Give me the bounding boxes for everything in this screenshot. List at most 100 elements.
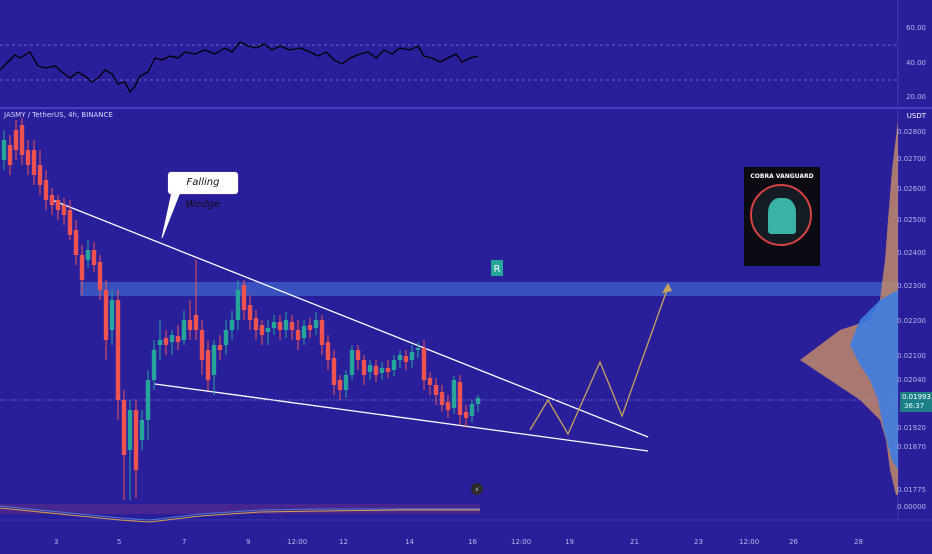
candle-body bbox=[193, 315, 199, 330]
candle-body bbox=[49, 195, 55, 205]
candle-body bbox=[367, 365, 373, 372]
candle-body bbox=[187, 320, 193, 330]
event-icon[interactable] bbox=[471, 483, 483, 495]
candle-body bbox=[253, 318, 259, 330]
candle-body bbox=[319, 320, 325, 345]
candle-body bbox=[343, 375, 349, 390]
candle-body bbox=[283, 320, 289, 330]
candle-body bbox=[325, 342, 331, 360]
candle-body bbox=[415, 348, 421, 350]
time-tick: 12:00 bbox=[739, 538, 760, 546]
time-tick: 3 bbox=[54, 538, 59, 546]
rsi-tick-40: 40.00 bbox=[905, 59, 926, 67]
candle-body bbox=[181, 320, 187, 340]
wedge-lower-line bbox=[154, 383, 649, 452]
bar-countdown: 36:37 bbox=[904, 402, 925, 410]
candle-body bbox=[403, 356, 409, 362]
rsi-line bbox=[0, 41, 479, 94]
callout-text: Falling Wedge bbox=[185, 177, 221, 210]
candle-body bbox=[421, 348, 427, 380]
resistance-zone[interactable] bbox=[80, 282, 898, 296]
price-tick: 0.02100 bbox=[897, 352, 926, 360]
last-price: 0.01993 bbox=[902, 393, 931, 401]
candle-body bbox=[151, 350, 157, 380]
candle-body bbox=[175, 336, 181, 342]
projection-arrowhead bbox=[662, 283, 672, 293]
candle-body bbox=[295, 330, 301, 340]
symbol-label[interactable]: JASMY / TetherUS, 4h, BINANCE bbox=[4, 111, 113, 119]
candle-body bbox=[127, 410, 133, 450]
candle-body bbox=[97, 262, 103, 290]
macd-indicator bbox=[0, 504, 480, 523]
candle-body bbox=[409, 352, 415, 360]
time-tick: 12:00 bbox=[511, 538, 532, 546]
candle-body bbox=[133, 410, 139, 470]
candle-body bbox=[229, 320, 235, 330]
price-tick: 0.02600 bbox=[897, 185, 926, 193]
candle-body bbox=[331, 358, 337, 385]
price-tick: 0.02400 bbox=[897, 249, 926, 257]
price-tick: 0.02500 bbox=[897, 216, 926, 224]
time-tick: 21 bbox=[630, 538, 639, 546]
candle-body bbox=[91, 250, 97, 265]
candle-body bbox=[79, 255, 85, 280]
price-tick: 0.02200 bbox=[897, 317, 926, 325]
candle-body bbox=[103, 290, 109, 340]
resistance-marker bbox=[491, 260, 503, 276]
candle-body bbox=[43, 180, 49, 200]
candle-body bbox=[457, 382, 463, 415]
candle-body bbox=[433, 385, 439, 395]
time-tick: 14 bbox=[405, 538, 414, 546]
price-tick: 0.01870 bbox=[897, 443, 926, 451]
last-price-badge[interactable]: 0.01993 36:37 bbox=[900, 392, 932, 412]
candle-body bbox=[205, 350, 211, 380]
rsi-tick-60: 60.00 bbox=[905, 24, 926, 32]
candle-body bbox=[463, 412, 469, 418]
candle-body bbox=[1, 140, 7, 160]
candle-body bbox=[31, 150, 37, 175]
wedge-upper-line bbox=[51, 199, 649, 438]
candle-body bbox=[355, 350, 361, 360]
candle-body bbox=[397, 355, 403, 360]
candle-body bbox=[313, 320, 319, 328]
candle-body bbox=[25, 150, 31, 165]
candle-body bbox=[289, 322, 295, 330]
event-glyph: ⚡ bbox=[475, 486, 480, 494]
candle-body bbox=[217, 345, 223, 350]
time-tick: 19 bbox=[565, 538, 574, 546]
price-tick: 0.00000 bbox=[897, 503, 926, 511]
candle-body bbox=[121, 400, 127, 455]
time-tick: 16 bbox=[468, 538, 477, 546]
time-tick: 12 bbox=[339, 538, 348, 546]
candle-body bbox=[115, 300, 121, 400]
candle-body bbox=[427, 378, 433, 385]
price-tick: 0.01775 bbox=[897, 486, 926, 494]
time-tick: 28 bbox=[854, 538, 863, 546]
brand-logo: COBRA VANGUARD bbox=[744, 167, 820, 266]
candle-body bbox=[277, 322, 283, 330]
candle-body bbox=[349, 350, 355, 375]
candle-body bbox=[37, 165, 43, 185]
price-candles[interactable] bbox=[1, 118, 481, 500]
candle-body bbox=[265, 328, 271, 332]
candle-body bbox=[211, 345, 217, 375]
candle-body bbox=[19, 125, 25, 155]
projection-path bbox=[529, 286, 669, 436]
price-tick: 0.02300 bbox=[897, 282, 926, 290]
candle-body bbox=[307, 325, 313, 330]
candle-body bbox=[109, 300, 115, 330]
price-tick: 0.01920 bbox=[897, 424, 926, 432]
time-tick: 12:00 bbox=[287, 538, 308, 546]
candle-body bbox=[61, 205, 67, 215]
resistance-label: R bbox=[494, 264, 501, 275]
time-tick: 5 bbox=[117, 538, 122, 546]
candle-body bbox=[439, 392, 445, 405]
candle-body bbox=[259, 325, 265, 335]
candle-body bbox=[169, 335, 175, 342]
candle-body bbox=[475, 398, 481, 404]
candle-body bbox=[73, 230, 79, 255]
candle-body bbox=[13, 130, 19, 150]
candle-body bbox=[7, 145, 13, 165]
candle-body bbox=[163, 338, 169, 345]
